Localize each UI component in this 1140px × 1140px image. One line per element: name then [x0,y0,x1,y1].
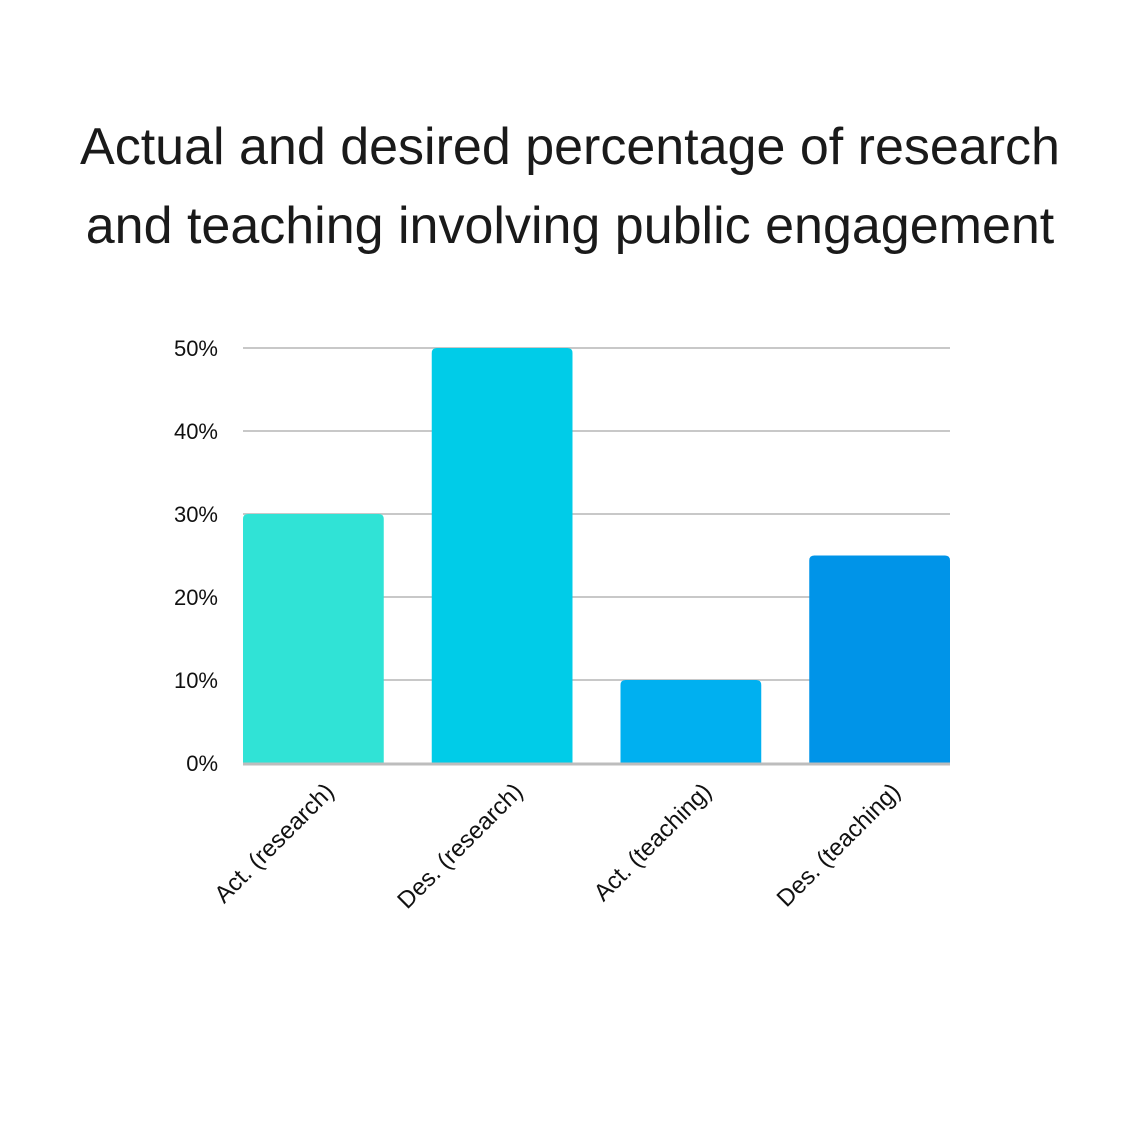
x-tick-labels: Act. (research) Des. (research) Act. (teac… [209,778,906,914]
y-tick-label: 40% [174,419,218,444]
chart-title: Actual and desired percentage of researc… [0,108,1140,266]
y-tick-labels: 0% 10% 20% 30% 40% 50% [174,336,218,776]
bar [620,680,762,763]
bars [243,348,950,763]
y-tick-label: 10% [174,668,218,693]
chart-title-line-2: and teaching involving public engagement [85,197,1055,255]
chart-title-line-1: Actual and desired percentage of researc… [80,118,1060,176]
y-tick-label: 20% [174,585,218,610]
x-tick-label: Des. (research) [392,778,528,914]
bar [809,555,950,763]
y-tick-label: 30% [174,502,218,527]
y-tick-label: 0% [186,751,218,776]
bar [243,514,384,763]
x-tick-label: Act. (research) [209,778,339,908]
y-tick-label: 50% [174,336,218,361]
bar [431,348,573,763]
x-tick-label: Des. (teaching) [772,778,906,912]
x-tick-label: Act. (teaching) [589,778,718,907]
